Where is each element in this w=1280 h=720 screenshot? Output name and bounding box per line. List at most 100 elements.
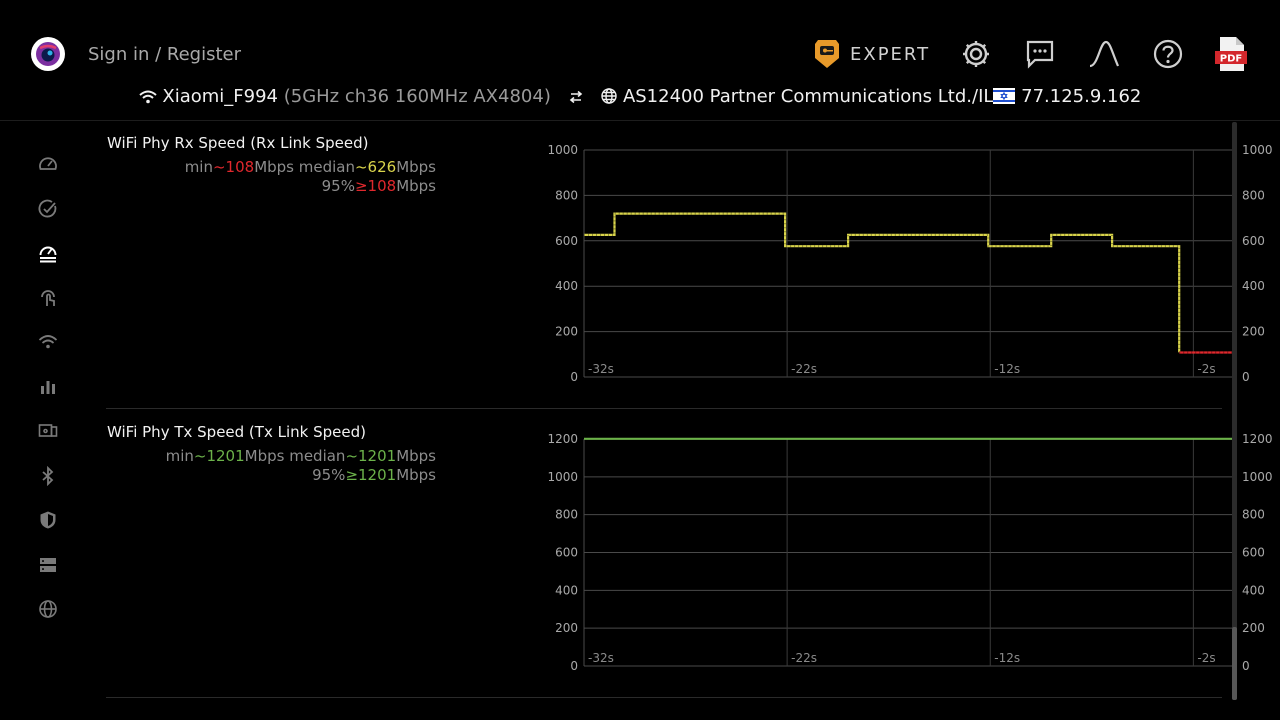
settings-icon[interactable] [960, 38, 992, 70]
speed-test-icon [39, 246, 57, 263]
speedometer-icon [39, 157, 57, 171]
stats-p95: 95%≥1201Mbps [312, 466, 436, 484]
y-tick-label-right: 400 [1242, 583, 1265, 597]
y-tick-label-right: 0 [1242, 659, 1250, 673]
sidebar-item-security[interactable] [28, 498, 68, 543]
sidebar-item-wifi[interactable] [28, 320, 68, 365]
y-tick-label: 0 [570, 370, 578, 384]
panel-title: WiFi Phy Rx Speed (Rx Link Speed) [107, 134, 369, 152]
stats-unit: Mbps [396, 447, 436, 465]
y-tick-label-right: 200 [1242, 325, 1265, 339]
stats-p95: 95%≥108Mbps [322, 177, 436, 195]
stats-median-value: ~1201 [345, 447, 397, 465]
expert-label: EXPERT [850, 43, 931, 65]
y-tick-label-right: 1000 [1242, 143, 1273, 157]
sign-in-register-link[interactable]: Sign in / Register [88, 44, 242, 65]
sidebar-item-server[interactable] [28, 543, 68, 588]
pdf-icon[interactable]: PDF [1214, 36, 1248, 72]
stats-unit: Mbps [396, 177, 436, 195]
chat-icon[interactable] [1024, 38, 1056, 70]
y-tick-label: 400 [555, 279, 578, 293]
stats-min-value: ~1201 [193, 447, 245, 465]
stats-p95-value: ≥108 [354, 177, 397, 195]
x-tick-label: -2s [1197, 651, 1215, 665]
stats-min-value: ~108 [212, 158, 255, 176]
y-tick-label: 200 [555, 325, 578, 339]
ssid-label: Xiaomi_F994 [162, 86, 278, 107]
header-divider [0, 120, 1280, 121]
stats-median-label: Mbps median [244, 447, 346, 465]
wifi-icon [138, 90, 157, 104]
y-tick-label-right: 200 [1242, 621, 1265, 635]
sidebar-item-globe[interactable] [28, 587, 68, 632]
y-tick-label-right: 400 [1242, 279, 1265, 293]
sidebar-item-devices[interactable] [28, 409, 68, 454]
wifi-icon [38, 335, 58, 349]
sidebar-item-check[interactable] [28, 187, 68, 232]
stats-unit: Mbps [396, 466, 436, 484]
stats-p95-value: ≥1201 [345, 466, 397, 484]
sidebar-item-statistics[interactable] [28, 365, 68, 410]
y-tick-label: 1200 [547, 432, 578, 446]
stats-p95-prefix: 95% [321, 177, 355, 195]
y-tick-label: 1000 [547, 143, 578, 157]
stats-min-prefix: min [165, 447, 194, 465]
bluetooth-icon [42, 465, 54, 486]
network-info-line: Xiaomi_F994 (5GHz ch36 160MHz AX4804) AS… [0, 86, 1280, 107]
y-tick-label-right: 800 [1242, 188, 1265, 202]
y-tick-label: 600 [555, 546, 578, 560]
globe-icon [39, 600, 57, 619]
rx-speed-chart: 0 0 200 200 400 400 600 600 800 800 1000 1000 -32s -2… [547, 143, 1273, 384]
panel-divider [106, 697, 1222, 698]
pdf-badge-label: PDF [1220, 54, 1242, 65]
israel-flag-icon [993, 88, 1016, 104]
y-tick-label-right: 1200 [1242, 432, 1273, 446]
scrollbar[interactable] [1232, 122, 1237, 700]
scrollbar-thumb[interactable] [1232, 627, 1237, 700]
sidebar-nav [28, 142, 68, 632]
stats-median-label: Mbps median [254, 158, 355, 176]
globe-icon [601, 88, 617, 104]
x-tick-label: -32s [588, 362, 614, 376]
y-tick-label-right: 0 [1242, 370, 1250, 384]
y-tick-label-right: 800 [1242, 508, 1265, 522]
graph-curve-icon[interactable] [1088, 38, 1120, 70]
stats-p95-prefix: 95% [312, 466, 346, 484]
tx-speed-chart: 0 0 200 200 400 400 600 600 800 800 1000 1000 1200 12… [547, 432, 1273, 673]
series-line-yellow [584, 212, 1181, 353]
y-tick-label: 800 [555, 188, 578, 202]
ip-address-label: 77.125.9.162 [1021, 86, 1142, 107]
x-tick-label: -12s [994, 651, 1020, 665]
touch-icon [41, 289, 55, 306]
y-tick-label: 600 [555, 234, 578, 248]
y-tick-label-right: 600 [1242, 546, 1265, 560]
expert-mode-button[interactable]: EXPERT [814, 38, 930, 70]
help-icon[interactable] [1152, 38, 1184, 70]
panel-divider [106, 408, 1222, 409]
sidebar-item-bluetooth[interactable] [28, 454, 68, 499]
expert-badge-icon [815, 40, 839, 68]
y-tick-label-right: 1000 [1242, 470, 1273, 484]
app-logo-icon[interactable] [30, 36, 66, 72]
shield-icon [40, 511, 56, 529]
stats-min-median: min~1201Mbps median~1201Mbps [166, 447, 436, 465]
y-tick-label: 1000 [547, 470, 578, 484]
x-tick-label: -22s [791, 362, 817, 376]
stats-median-value: ~626 [354, 158, 397, 176]
y-tick-label-right: 600 [1242, 234, 1265, 248]
isp-label: AS12400 Partner Communications Ltd./IL [622, 86, 994, 107]
x-tick-label: -12s [994, 362, 1020, 376]
x-tick-label: -2s [1197, 362, 1215, 376]
sidebar-item-touch[interactable] [28, 276, 68, 321]
x-tick-label: -32s [588, 651, 614, 665]
swap-arrows-icon [569, 90, 583, 104]
series-line-texture [584, 212, 1181, 353]
y-tick-label: 0 [570, 659, 578, 673]
sidebar-item-speed-test[interactable] [28, 231, 68, 276]
bar-chart-icon [41, 380, 55, 394]
stats-min-prefix: min [184, 158, 213, 176]
x-tick-label: -22s [791, 651, 817, 665]
y-tick-label: 400 [555, 583, 578, 597]
y-tick-label: 200 [555, 621, 578, 635]
sidebar-item-speedometer[interactable] [28, 142, 68, 187]
